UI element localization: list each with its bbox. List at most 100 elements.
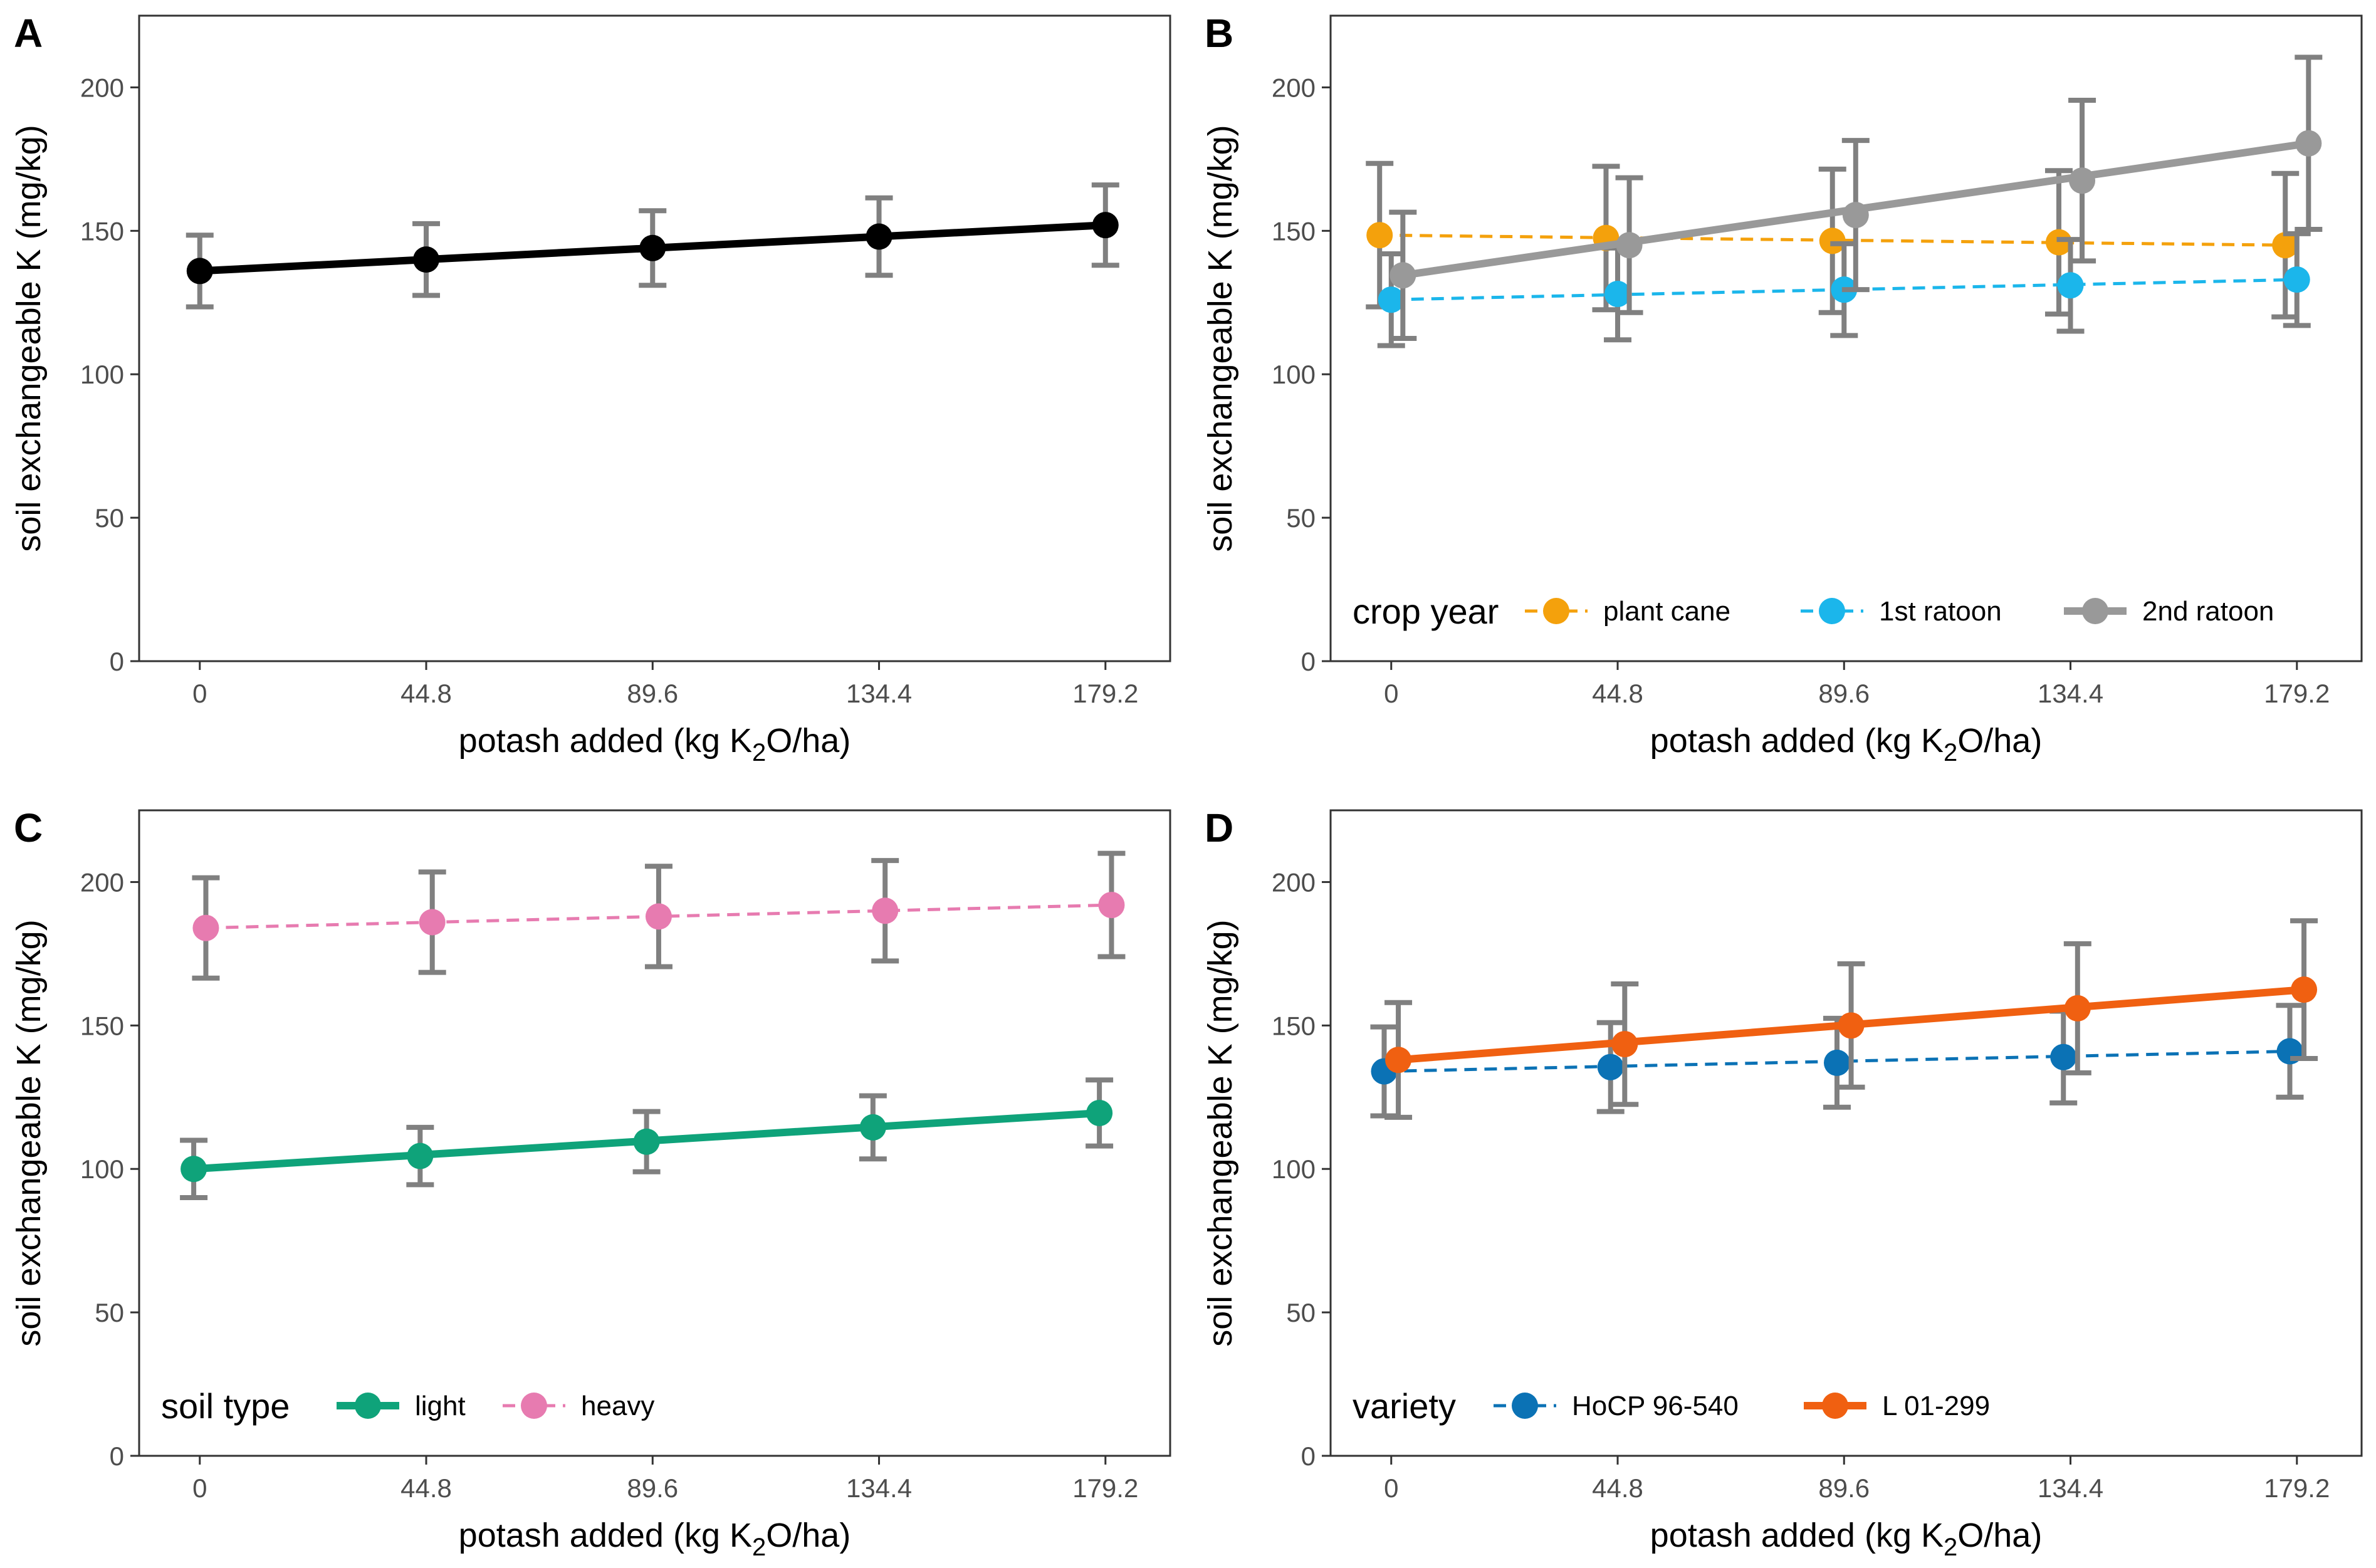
data-point [859,1114,886,1141]
x-tick-label: 179.2 [2264,679,2330,708]
y-axis-title: soil exchangeable K (mg/kg) [10,919,48,1346]
data-point [2045,229,2072,256]
y-tick-label: 0 [1301,647,1316,676]
data-point [1819,227,1846,254]
legend: crop year plant cane 1st ratoon 2nd ratoon [1353,592,2274,631]
data-point [1098,892,1125,919]
x-axis-title-subscript: 2 [1944,739,1957,766]
data-point [1823,1049,1850,1076]
y-tick-label: 50 [1286,1298,1316,1327]
panel-border [138,809,1171,1457]
legend-title: soil type [161,1386,290,1426]
y-tick-label: 200 [1272,73,1316,102]
x-tick-label: 89.6 [627,679,678,708]
legend: variety HoCP 96-540 L 01-299 [1353,1386,1990,1426]
legend-title: variety [1353,1386,1456,1426]
panel-border [138,14,1171,662]
series-main [186,182,1119,310]
panel-label: B [1205,11,1233,56]
data-point [419,909,446,936]
legend-label: 2nd ratoon [2142,596,2274,627]
data-point [1597,1053,1624,1080]
legend-key-point [355,1393,381,1419]
y-tick-label: 100 [80,360,124,389]
x-tick-label: 0 [192,1473,207,1503]
data-point [413,246,440,273]
x-tick-label: 44.8 [1592,679,1643,708]
panel-a: A 0 50 100 150 200 0 44.8 89.6 134.4 179.2 potash a… [10,11,1171,766]
x-tick-label: 44.8 [400,679,452,708]
x-tick-label: 179.2 [1072,679,1138,708]
y-tick-label: 50 [95,503,124,533]
data-point [1378,286,1405,313]
x-tick-label: 134.4 [2038,1473,2103,1503]
y-axis-title: soil exchangeable K (mg/kg) [1201,125,1239,551]
legend-key-point [1512,1393,1538,1419]
y-tick-label: 0 [110,647,124,676]
legend-key-point [1819,598,1845,624]
data-point [1092,212,1119,239]
y-tick-label: 150 [80,1011,124,1040]
data-point [2069,167,2096,194]
data-point [1385,1047,1412,1074]
x-tick-label: 89.6 [1818,679,1870,708]
x-axis-title-part: O/ha) [1957,722,2042,760]
panel-label: A [14,11,43,56]
data-point [639,234,666,261]
data-point [1842,202,1869,229]
data-point [186,258,213,285]
panel-b: B 0 50 100 150 200 0 44.8 89.6 134.4 179.2 potash a… [1201,11,2363,766]
y-tick-label: 0 [1301,1441,1316,1471]
x-tick-label: 0 [1384,679,1398,708]
x-axis-title-subscript: 2 [752,739,766,766]
data-point [2283,266,2310,293]
x-tick-label: 0 [192,679,207,708]
x-tick-label: 134.4 [846,1473,912,1503]
legend-label: HoCP 96-540 [1572,1391,1739,1421]
x-axis-title-part: O/ha) [766,722,850,760]
series-light [180,1077,1114,1200]
x-axis-title: potash added (kg K2O/ha) [459,722,851,766]
x-tick-label: 44.8 [400,1473,452,1503]
x-axis-title-part: O/ha) [1957,1517,2042,1554]
y-tick-label: 150 [80,216,124,246]
legend-key-point [521,1393,547,1419]
legend-title: crop year [1353,592,1499,631]
x-tick-label: 179.2 [2264,1473,2330,1503]
legend-label: 1st ratoon [1879,596,2002,627]
y-tick-label: 200 [80,867,124,897]
legend-label: light [415,1391,466,1421]
series-2nd-ratoon [1389,55,2323,341]
x-axis-title: potash added (kg K2O/ha) [1650,1517,2043,1561]
x-tick-label: 89.6 [627,1473,678,1503]
series-heavy [192,850,1126,981]
y-tick-label: 50 [1286,503,1316,533]
series-l-01-299 [1384,918,2318,1120]
data-point [192,914,219,941]
data-point [1604,281,1631,308]
y-tick-label: 100 [80,1154,124,1184]
x-tick-label: 89.6 [1818,1473,1870,1503]
panel-label: C [14,805,43,850]
panel-d: D 0 50 100 150 200 0 44.8 89.6 134.4 179.2 potash a… [1201,805,2363,1561]
data-point [1838,1012,1865,1039]
data-point [407,1142,434,1169]
data-point [2272,232,2299,259]
data-point [866,223,892,250]
x-axis-title-part: potash added (kg K [1650,1517,1944,1554]
y-axis-title: soil exchangeable K (mg/kg) [10,125,48,551]
data-point [2050,1043,2077,1070]
panel-c: C 0 50 100 150 200 0 44.8 89.6 134.4 179.2 potash a… [10,805,1171,1561]
x-axis-title-part: O/ha) [766,1517,850,1554]
y-tick-label: 200 [80,73,124,102]
y-tick-label: 150 [1272,216,1316,246]
legend-label: L 01-299 [1882,1391,1990,1421]
data-point [2291,976,2318,1003]
panel-label: D [1205,805,1233,850]
y-tick-label: 100 [1272,360,1316,389]
legend-key-point [2082,598,2108,624]
legend-key-point [1822,1393,1848,1419]
y-tick-label: 200 [1272,867,1316,897]
